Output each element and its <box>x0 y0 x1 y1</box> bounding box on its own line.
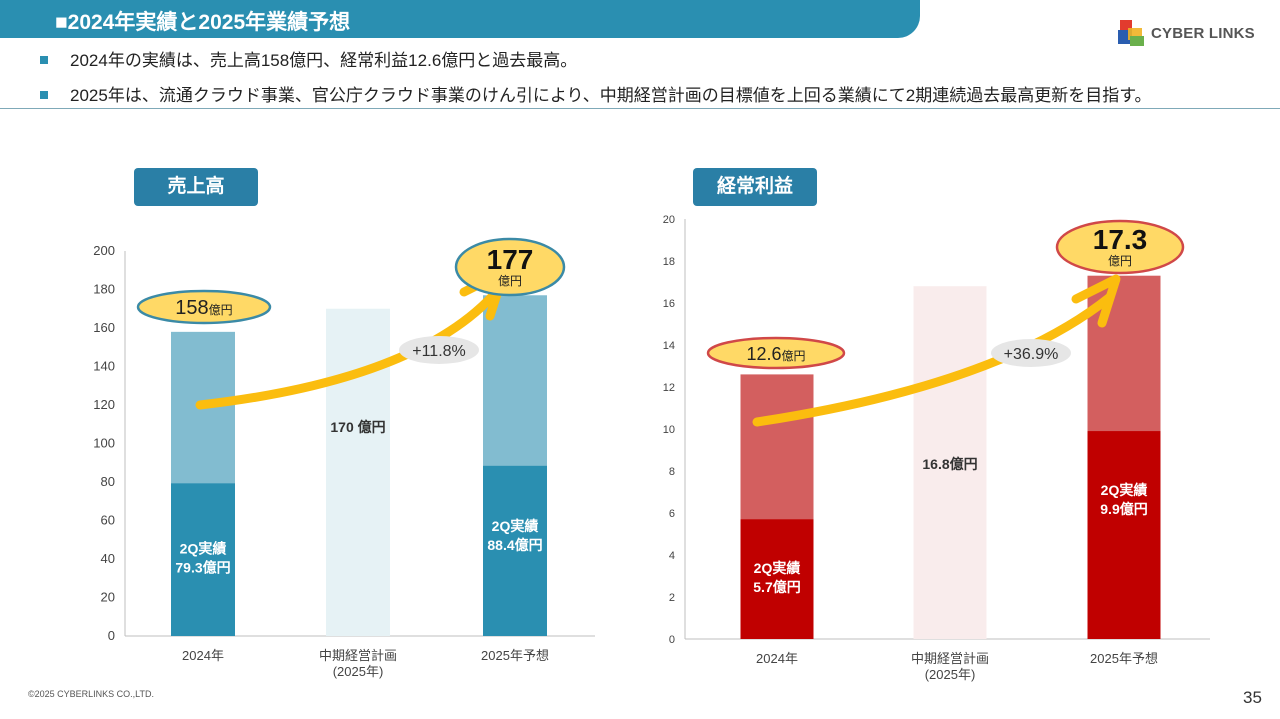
page-title: ■2024年実績と2025年業績予想 <box>55 11 351 34</box>
growth-badge <box>991 339 1071 367</box>
y-tick-label: 8 <box>669 466 675 478</box>
bullet-text: 2025年は、流通クラウド事業、官公庁クラウド事業のけん引により、中期経営計画の… <box>70 86 1152 105</box>
profit-chart: 0 2 4 6 8 10 12 14 16 18 20 2Q実績 5.7億円 2024年 中期経営計画(20… <box>663 214 1210 682</box>
profit-section-label: 経常利益 <box>693 168 817 206</box>
bar-total <box>326 308 390 636</box>
bullet-square-icon <box>40 55 48 64</box>
bar-total <box>913 286 987 639</box>
y-tick-label: 200 <box>93 243 115 258</box>
bullet-text: 2024年の実績は、売上高158億円、経常利益12.6億円と過去最高。 <box>70 51 578 70</box>
y-tick-label: 140 <box>93 359 115 374</box>
y-tick-label: 4 <box>669 550 675 562</box>
x-tick-label: 2025年予想 <box>481 648 549 663</box>
y-tick-label: 0 <box>669 634 675 646</box>
callout-forecast-bubble <box>454 237 566 297</box>
bullet-item: 2025年は、流通クラウド事業、官公庁クラウド事業のけん引により、中期経営計画の… <box>40 81 1152 106</box>
bullet-item: 2024年の実績は、売上高158億円、経常利益12.6億円と過去最高。 <box>40 46 577 71</box>
y-tick-label: 6 <box>669 508 675 520</box>
y-tick-label: 10 <box>663 424 675 436</box>
y-tick-label: 40 <box>101 551 115 566</box>
plan-value-label: 16.8億円 <box>922 456 977 472</box>
page-number: 35 <box>1243 688 1262 707</box>
copyright: ©2025 CYBERLINKS CO.,LTD. <box>28 689 155 699</box>
bar-2q-label: 2Q実績 9.9億円 <box>1100 482 1147 517</box>
bar-2q <box>483 465 547 636</box>
y-tick-label: 60 <box>101 513 115 528</box>
growth-arrow-line <box>752 292 1115 427</box>
y-tick-label: 20 <box>101 590 115 605</box>
callout-forecast-unit: 億円 <box>498 274 522 288</box>
callout-actual-text: 12.6億円 <box>746 344 805 364</box>
company-logo: CYBER LINKS <box>1116 18 1266 52</box>
callout-actual-bubble <box>706 336 846 370</box>
growth-arrowhead-icon <box>1071 274 1121 328</box>
bullet-square-icon <box>40 90 48 99</box>
title-bar: ■2024年実績と2025年業績予想 <box>0 0 920 38</box>
bar-2q-label: 2Q実績 79.3億円 <box>175 541 230 576</box>
callout-forecast-unit: 億円 <box>1108 254 1132 268</box>
y-tick-label: 20 <box>663 214 675 226</box>
bar-2q-label: 2Q実績 5.7億円 <box>753 560 800 595</box>
y-tick-label: 80 <box>101 474 115 489</box>
callout-forecast-value: 17.3 <box>1093 224 1148 255</box>
y-tick-label: 100 <box>93 436 115 451</box>
x-tick-label: 中期経営計画(2025年) <box>319 648 397 679</box>
callout-forecast-bubble <box>1055 219 1185 275</box>
bar-2q <box>1087 431 1161 639</box>
y-tick-label: 16 <box>663 298 675 310</box>
x-tick-label: 2024年 <box>756 651 798 666</box>
bar-2q <box>740 519 814 639</box>
y-tick-label: 160 <box>93 320 115 335</box>
y-tick-label: 180 <box>93 282 115 297</box>
growth-badge-text: +36.9% <box>1004 346 1059 363</box>
sales-section-label: 売上高 <box>134 168 258 206</box>
logo-mark-icon <box>1118 20 1144 46</box>
sales-chart: 0 20 40 60 80 100 120 140 160 180 200 2Q実績 79.3億円 202… <box>93 237 595 679</box>
bar-2q-label: 2Q実績 88.4億円 <box>487 518 542 553</box>
bar-2q <box>171 483 235 636</box>
plan-value-label: 170 億円 <box>330 419 385 435</box>
callout-actual-bubble <box>136 289 272 325</box>
growth-arrow-line <box>195 285 503 410</box>
y-tick-label: 120 <box>93 397 115 412</box>
y-tick-label: 14 <box>663 340 675 352</box>
x-tick-label: 2025年予想 <box>1090 651 1158 666</box>
logo-text: CYBER LINKS <box>1151 25 1255 42</box>
growth-badge <box>399 336 479 364</box>
y-tick-label: 0 <box>108 628 115 643</box>
y-tick-label: 18 <box>663 256 675 268</box>
y-tick-label: 2 <box>669 592 675 604</box>
x-tick-label: 中期経営計画(2025年) <box>911 651 989 682</box>
y-tick-label: 12 <box>663 382 675 394</box>
callout-forecast-value: 177 <box>487 244 534 275</box>
callout-actual-text: 158億円 <box>175 297 232 319</box>
growth-badge-text: +11.8% <box>412 343 466 360</box>
x-tick-label: 2024年 <box>182 648 224 663</box>
header-divider <box>0 108 1280 109</box>
